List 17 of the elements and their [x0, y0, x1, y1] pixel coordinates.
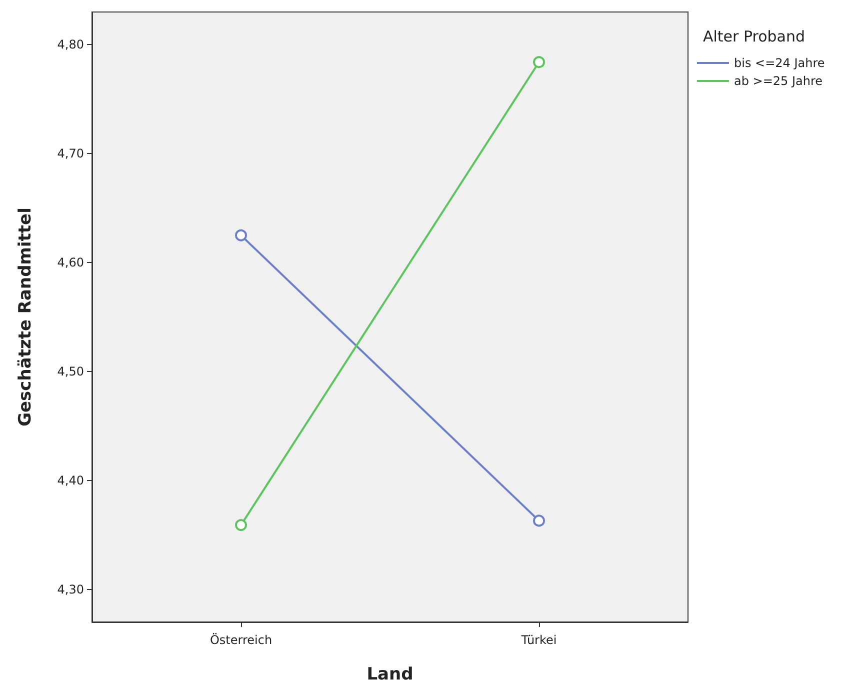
- y-tick-label: 4,40: [57, 473, 84, 488]
- point: [533, 514, 545, 527]
- y-tick-label: 4,80: [57, 38, 84, 52]
- legend-label: bis <=24 Jahre: [734, 56, 825, 70]
- point: [235, 519, 247, 532]
- y-tick-label: 4,60: [57, 256, 84, 270]
- legend-title: Alter Proband: [703, 28, 806, 46]
- point: [533, 56, 545, 68]
- x-tick-label: Österreich: [210, 633, 272, 647]
- y-tick-label: 4,30: [57, 582, 84, 596]
- y-axis-title: Geschätzte Randmittel: [16, 208, 36, 426]
- x-tick-label: Türkei: [520, 633, 557, 647]
- x-axis-title: Land: [366, 664, 414, 684]
- point: [235, 229, 247, 242]
- y-tick-label: 4,50: [57, 364, 84, 378]
- y-tick-label: 4,70: [57, 146, 84, 161]
- legend-label: ab >=25 Jahre: [734, 74, 823, 88]
